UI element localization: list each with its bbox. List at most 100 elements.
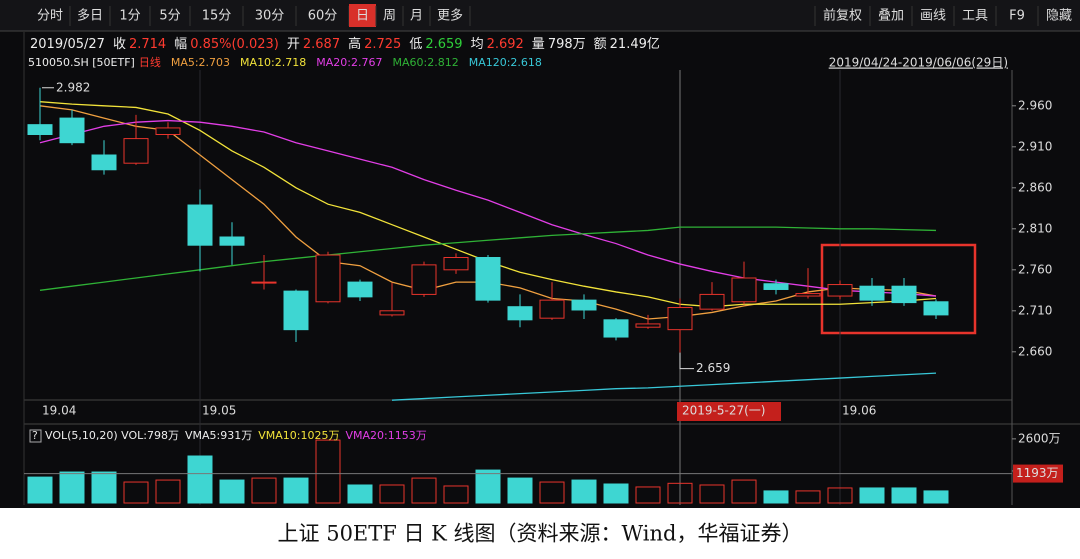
crosshair-date-box <box>677 402 781 421</box>
tab[interactable]: 15分 <box>202 9 232 24</box>
volume-bar <box>731 479 757 504</box>
tab[interactable]: 60分 <box>308 9 338 24</box>
candle-body <box>699 293 725 310</box>
tab[interactable]: 日 <box>356 9 369 24</box>
vma-legend: VMA5:931万 <box>185 429 252 442</box>
info-item: 2.659 <box>425 37 462 52</box>
candle-body <box>827 284 853 297</box>
symbol: 510050.SH [50ETF] <box>28 56 135 69</box>
volume-bar <box>571 479 597 504</box>
info-item: 收 <box>113 37 126 52</box>
volume-bar <box>155 479 181 504</box>
candle-body <box>187 204 213 246</box>
y-tick-label: 2.660 <box>1018 344 1052 358</box>
tool-button[interactable]: 叠加 <box>878 9 904 24</box>
volume-bar <box>763 490 789 504</box>
tab[interactable]: 多日 <box>77 8 103 24</box>
legend-entry: MA120:2.618 <box>469 56 542 69</box>
vma-legend: VMA10:1025万 <box>258 429 339 442</box>
period: 日线 <box>139 55 161 69</box>
info-item: 低 <box>409 37 422 52</box>
legend-entry: MA5:2.703 <box>171 56 230 69</box>
tab[interactable]: 分时 <box>37 9 63 24</box>
candle-body <box>411 264 437 295</box>
y-tick-label: 2.860 <box>1018 180 1052 194</box>
annotation-arrow <box>679 352 694 370</box>
info-item: 额 <box>594 37 607 52</box>
volume-bar <box>635 486 661 504</box>
tool-button[interactable]: 前复权 <box>823 8 862 24</box>
volume-bar <box>443 485 469 504</box>
ma-line <box>391 372 937 401</box>
candle-body <box>731 277 757 303</box>
info-item: 2.692 <box>487 37 524 52</box>
candle-body <box>283 290 309 331</box>
volume-crosshair-label: 1193万 <box>1016 466 1059 480</box>
tab[interactable]: 1分 <box>119 9 140 24</box>
candle-body <box>923 301 949 316</box>
volume-bar <box>699 484 725 504</box>
tool-button[interactable]: 工具 <box>962 9 988 24</box>
candle-body <box>539 299 565 319</box>
volume-bar <box>827 487 853 504</box>
tool-button[interactable]: 隐藏 <box>1046 9 1072 24</box>
info-item: 0.85%(0.023) <box>190 37 279 52</box>
candle-body <box>315 254 341 303</box>
volume-tick-label: 2600万 <box>1018 431 1061 445</box>
volume-title: VOL(5,10,20) VOL:798万 <box>45 429 179 442</box>
high-annotation: 2.982 <box>56 80 90 94</box>
help-icon <box>29 429 42 443</box>
volume-bar <box>411 477 437 504</box>
date-range: 2019/04/24-2019/06/06(29日) <box>829 56 1008 70</box>
info-item: 幅 <box>174 37 187 52</box>
candle-body <box>123 138 149 164</box>
volume-bar <box>315 439 341 504</box>
tab[interactable]: 5分 <box>159 9 180 24</box>
volume-bar <box>219 479 245 504</box>
candle-body <box>667 307 693 331</box>
volume-bar <box>283 477 309 504</box>
y-tick-label: 2.960 <box>1018 98 1052 112</box>
volume-bar <box>251 477 277 504</box>
y-tick-label: 2.760 <box>1018 262 1052 276</box>
candle-body <box>379 310 405 316</box>
candle-body <box>27 124 53 136</box>
volume-bar <box>123 481 149 504</box>
info-item: 量 <box>532 37 545 52</box>
tab[interactable]: 月 <box>410 9 423 24</box>
volume-bar <box>475 469 501 504</box>
x-tick-label: 19.05 <box>202 404 236 418</box>
tab[interactable]: 周 <box>383 9 396 24</box>
volume-bar <box>507 477 533 504</box>
candle-body <box>443 257 469 271</box>
candle-body <box>763 283 789 290</box>
candle-body <box>155 127 181 136</box>
volume-bar <box>187 455 213 504</box>
tab[interactable]: 30分 <box>255 9 285 24</box>
info-item: 2.687 <box>303 37 340 52</box>
tool-button[interactable]: 画线 <box>920 9 946 24</box>
caption: 上证 50ETF 日 K 线图（资料来源：Wind，华福证券） <box>278 522 803 546</box>
tool-button[interactable]: F9 <box>1009 9 1025 24</box>
candle-body <box>891 285 917 304</box>
candle-body <box>251 281 277 284</box>
x-tick-label: 19.04 <box>42 404 76 418</box>
y-tick-label: 2.910 <box>1018 139 1052 153</box>
volume-bar <box>603 483 629 504</box>
candle-body <box>571 299 597 311</box>
legend-entry: MA60:2.812 <box>392 56 458 69</box>
crosshair-date: 2019-5-27(一) <box>682 404 765 418</box>
info-item: 2.725 <box>364 37 401 52</box>
candle-body <box>219 236 245 246</box>
volume-bar <box>59 471 85 504</box>
x-tick-label: 19.06 <box>842 404 876 418</box>
tab[interactable]: 更多 <box>437 8 463 24</box>
info-row: 2019/05/27 收 2.714 幅 0.85%(0.023) 开 2.687 高 2.72… <box>30 36 660 52</box>
toolbar <box>0 0 1080 31</box>
volume-bar <box>891 487 917 504</box>
candle-body <box>91 154 117 171</box>
volume-crosshair-box <box>1013 464 1063 483</box>
active-tab <box>349 4 376 27</box>
legend-row: 510050.SH [50ETF] 日线 MA5:2.703 MA10:2.718 MA… <box>28 55 542 69</box>
